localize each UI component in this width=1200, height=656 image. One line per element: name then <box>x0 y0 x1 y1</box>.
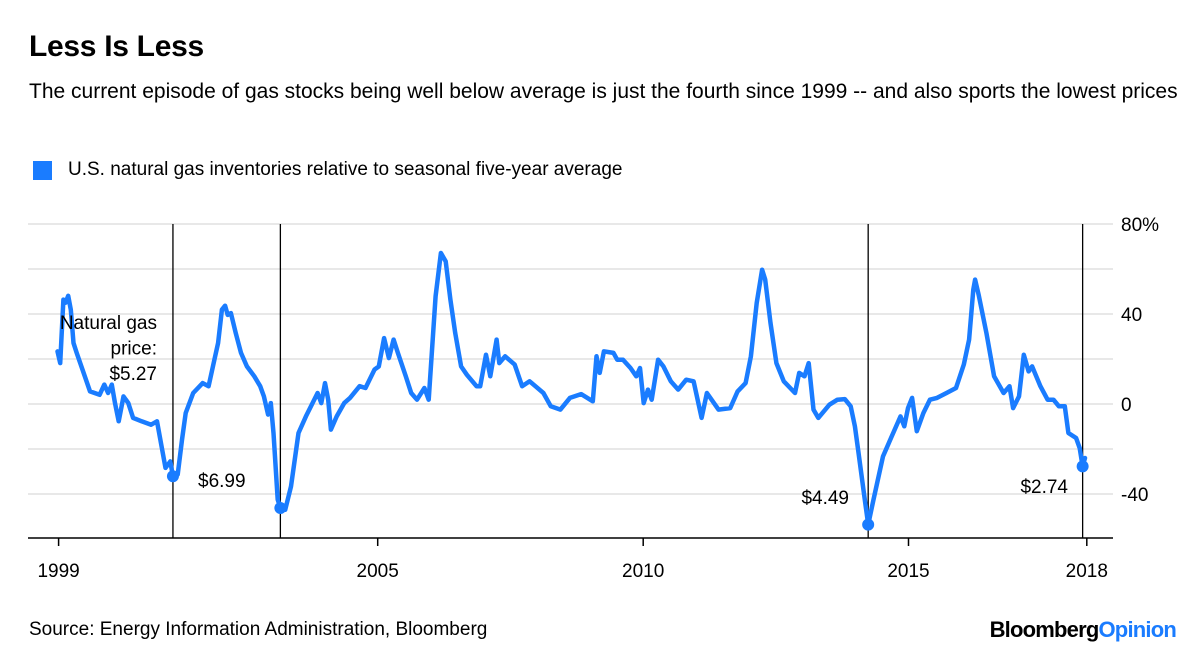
price-annotation-line: $6.99 <box>198 471 246 492</box>
event-marker-dot <box>274 501 287 514</box>
y-tick-label: 80% <box>1121 215 1159 236</box>
price-annotation-line: price: <box>111 339 157 360</box>
legend: U.S. natural gas inventories relative to… <box>33 159 622 181</box>
x-tick-label: 2010 <box>622 561 664 582</box>
series-line <box>55 250 1088 527</box>
chart-subtitle: The current episode of gas stocks being … <box>29 80 1178 103</box>
event-marker-dot <box>862 518 875 531</box>
x-tick-label: 1999 <box>37 561 79 582</box>
price-annotation: $4.49 <box>801 488 849 509</box>
price-annotation: $2.74 <box>1020 477 1068 498</box>
price-annotation: Natural gas price: $5.27 <box>60 313 157 385</box>
x-tick-label: 2015 <box>887 561 929 582</box>
source-note: Source: Energy Information Administratio… <box>29 619 488 640</box>
legend-swatch <box>33 160 52 180</box>
x-tick-label: 2018 <box>1066 561 1108 582</box>
price-annotation-line: Natural gas <box>60 313 157 334</box>
bloomberg-opinion-logo: BloombergOpinion <box>989 617 1177 643</box>
price-annotation-line: $2.74 <box>1020 477 1068 498</box>
event-marker-dot <box>166 470 179 483</box>
price-annotation: $6.99 <box>198 471 246 492</box>
price-annotation-line: $4.49 <box>801 488 849 509</box>
event-marker-dot <box>1076 460 1089 473</box>
y-tick-label: 0 <box>1121 395 1132 416</box>
price-annotation-line: $5.27 <box>109 364 157 385</box>
logo-opinion: Opinion <box>1098 617 1177 642</box>
legend-label: U.S. natural gas inventories relative to… <box>68 159 623 180</box>
y-tick-label: -40 <box>1121 485 1148 506</box>
x-tick-label: 2005 <box>357 561 399 582</box>
chart-title: Less Is Less <box>29 30 204 63</box>
y-tick-label: 40 <box>1121 305 1142 326</box>
logo-bloomberg: Bloomberg <box>989 617 1100 642</box>
